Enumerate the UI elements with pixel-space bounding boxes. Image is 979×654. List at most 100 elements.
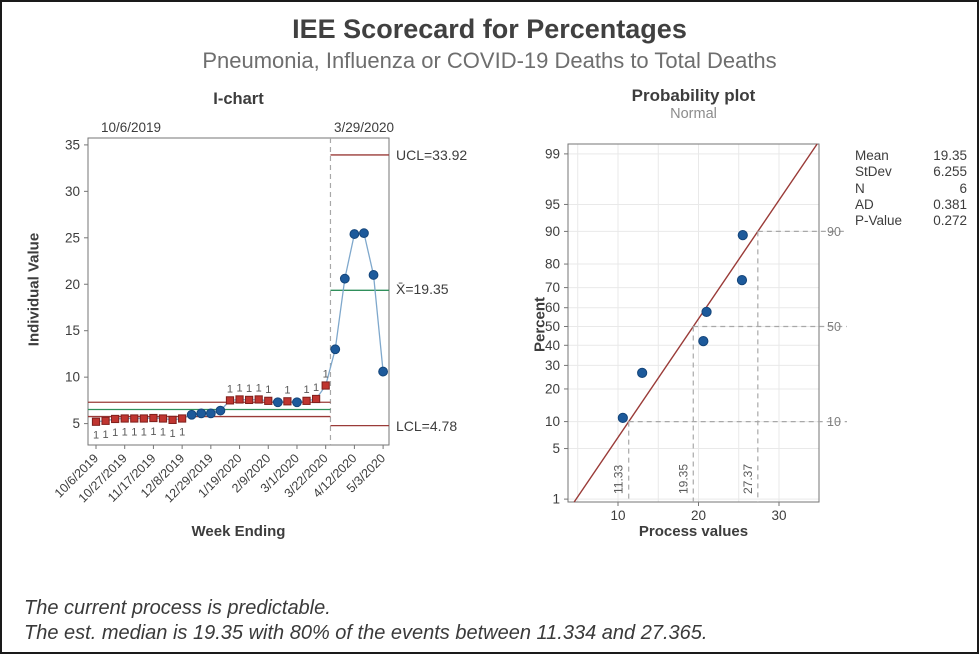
svg-text:30: 30 (545, 358, 560, 373)
data-point-circle (186, 409, 197, 420)
data-point-circle (339, 273, 350, 284)
data-point-circle (737, 229, 748, 241)
stat-label: P-Value (855, 213, 903, 229)
data-point-circle (368, 270, 379, 280)
data-point-square (264, 396, 273, 405)
svg-text:1: 1 (103, 429, 109, 441)
page-title: IEE Scorecard for Percentages (292, 14, 687, 44)
svg-text:15: 15 (65, 323, 80, 338)
svg-text:1: 1 (112, 427, 118, 439)
data-point-square (178, 414, 187, 423)
svg-text:1: 1 (141, 426, 147, 438)
svg-text:70: 70 (545, 280, 560, 295)
data-point-circle (330, 344, 341, 355)
data-point-circle (215, 405, 226, 416)
stat-label: N (855, 180, 865, 196)
data-point-circle (617, 412, 628, 424)
svg-text:1: 1 (122, 426, 128, 438)
stat-value: 6.255 (933, 164, 967, 180)
data-point-square (302, 396, 311, 405)
svg-text:1: 1 (246, 383, 252, 395)
data-point-circle (698, 336, 709, 347)
svg-text:60: 60 (545, 300, 560, 315)
probability-plot: 1 5 10 20 30 40 50 60 70 80 90 95 99 10 20 30 10 11.33 50 1… (545, 143, 847, 523)
stat-label: StDev (855, 164, 892, 180)
svg-text:1: 1 (160, 426, 166, 438)
svg-text:10: 10 (827, 415, 841, 429)
svg-text:10: 10 (610, 508, 625, 523)
stat-value: 6 (959, 180, 967, 196)
data-point-circle (272, 397, 283, 408)
svg-text:1: 1 (303, 384, 309, 396)
pplot-title: Probability plot (631, 86, 756, 105)
stat-row-n: N 6 (855, 181, 967, 197)
svg-text:20: 20 (545, 381, 560, 396)
footer-line-2: The est. median is 19.35 with 80% of the… (24, 622, 708, 644)
lcl-label: LCL=4.78 (396, 418, 458, 434)
svg-text:1: 1 (93, 430, 99, 442)
data-point-square (321, 381, 330, 390)
svg-text:1: 1 (284, 384, 290, 396)
svg-text:50: 50 (545, 319, 560, 334)
svg-text:1: 1 (552, 492, 560, 507)
svg-text:40: 40 (545, 338, 560, 353)
stat-label: Mean (855, 148, 889, 163)
svg-text:11.33: 11.33 (612, 465, 626, 494)
stage-label-boundary: 3/29/2020 (334, 120, 395, 135)
stat-row-stdev: StDev 6.255 (855, 164, 967, 180)
svg-text:50: 50 (827, 320, 841, 334)
data-point-circle (736, 275, 748, 286)
svg-text:1: 1 (323, 369, 329, 381)
svg-text:1: 1 (131, 426, 137, 438)
svg-text:99: 99 (545, 146, 560, 161)
svg-text:10: 10 (545, 414, 560, 429)
data-point-square (168, 415, 177, 424)
data-point-square (91, 417, 101, 426)
svg-text:5: 5 (552, 441, 560, 456)
data-point-square (245, 395, 254, 405)
data-point-circle (349, 229, 360, 239)
svg-text:19.35: 19.35 (676, 464, 690, 494)
stats-panel: Mean 19.35 StDev 6.255 N 6 AD 0.381 P-Va… (855, 148, 967, 229)
data-point-circle (637, 367, 648, 378)
svg-text:20: 20 (65, 277, 80, 292)
pplot-y-axis-label: Percent (531, 296, 549, 353)
mean-label: X̄=19.35 (396, 281, 449, 297)
data-point-circle (292, 397, 302, 408)
data-point-square (312, 394, 321, 404)
ucl-label: UCL=33.92 (396, 147, 468, 163)
svg-text:1: 1 (150, 426, 156, 438)
svg-text:5: 5 (72, 416, 80, 431)
normal-fit-line (573, 143, 818, 503)
svg-text:27.37: 27.37 (741, 464, 755, 494)
svg-text:1: 1 (227, 383, 233, 395)
footer-line-1: The current process is predictable. (24, 597, 331, 619)
data-point-circle (359, 228, 369, 239)
data-point-square (149, 413, 158, 423)
stat-value: 19.35 (933, 148, 967, 163)
stat-value: 0.381 (933, 196, 967, 212)
svg-text:1: 1 (313, 382, 319, 394)
data-point-square (130, 414, 139, 423)
stat-row-mean: Mean 19.35 (855, 148, 967, 164)
data-point-square (254, 395, 263, 404)
stat-value: 0.272 (933, 213, 967, 229)
data-point-square (139, 414, 148, 423)
svg-text:90: 90 (827, 225, 841, 239)
pplot-subtitle: Normal (670, 106, 717, 122)
data-point-circle (205, 408, 216, 419)
svg-text:90: 90 (545, 224, 560, 239)
data-point-square (101, 416, 110, 425)
stat-row-ad: AD 0.381 (855, 197, 967, 213)
ichart-title: I-chart (213, 90, 264, 108)
ichart-points: 1 1 1 1 1 1 1 1 1 11 1 1 1 1 1 1 11 (91, 228, 389, 442)
pplot-x-axis-label: Process values (638, 523, 749, 540)
svg-text:20: 20 (691, 508, 706, 523)
svg-text:80: 80 (545, 257, 560, 272)
pplot-points (617, 229, 748, 424)
data-point-circle (701, 306, 712, 317)
data-point-square (283, 397, 292, 406)
ichart-y-axis-label: Individual Value (25, 232, 43, 347)
